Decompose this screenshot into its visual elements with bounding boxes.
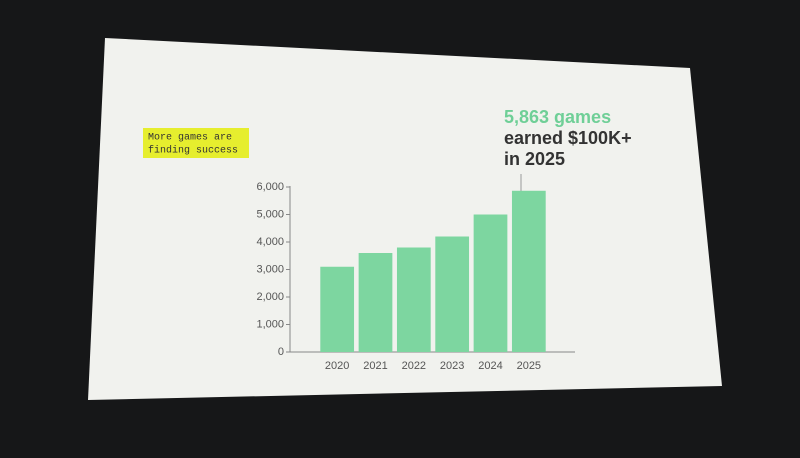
x-tick-label: 2025 [517, 360, 541, 372]
x-tick-label: 2023 [440, 360, 464, 372]
bar [511, 190, 546, 352]
bar [320, 266, 355, 352]
callout-line: finding success [148, 145, 238, 157]
y-tick-label: 4,000 [256, 236, 284, 248]
bar [473, 214, 508, 352]
y-tick-label: 0 [278, 346, 284, 358]
y-tick-label: 3,000 [256, 263, 284, 275]
y-tick-label: 5,000 [256, 208, 284, 220]
x-tick-label: 2024 [478, 360, 502, 372]
bar [435, 236, 470, 352]
bar [358, 253, 393, 352]
x-tick-label: 2020 [325, 360, 349, 372]
x-tick-label: 2021 [363, 360, 387, 372]
y-tick-label: 6,000 [256, 181, 284, 193]
y-tick-label: 2,000 [256, 291, 284, 303]
annotation-line: in 2025 [504, 149, 565, 169]
callout-highlight [143, 128, 249, 158]
bar [396, 247, 431, 352]
y-tick-label: 1,000 [256, 318, 284, 330]
x-tick-label: 2022 [402, 360, 426, 372]
callout-line: More games are [148, 133, 232, 144]
annotation-line: 5,863 games [504, 107, 611, 127]
annotation-line: earned $100K+ [504, 128, 632, 148]
